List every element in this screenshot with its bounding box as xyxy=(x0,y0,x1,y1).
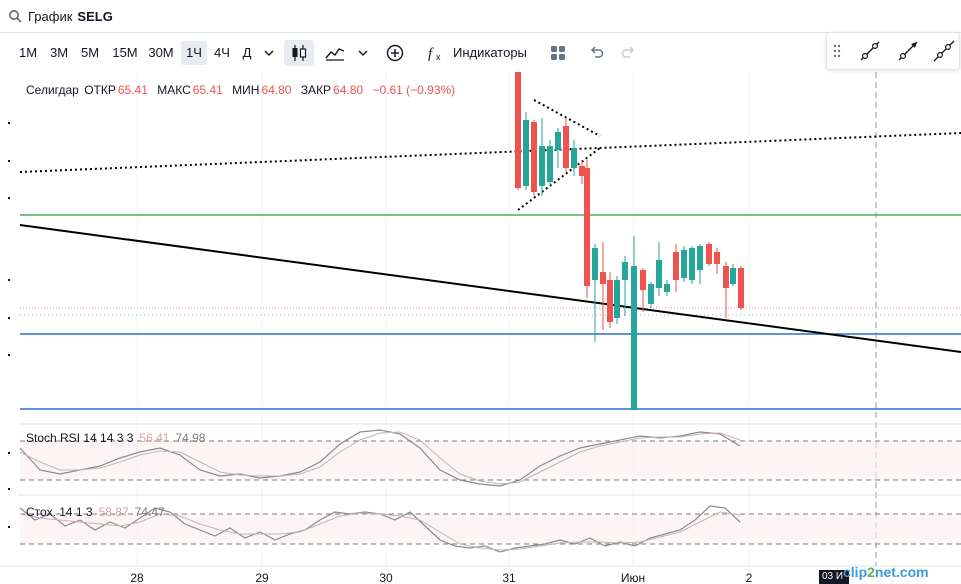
watermark: clip2net.com xyxy=(843,564,929,580)
close-label: ЗАКР xyxy=(300,83,332,97)
x-axis-label: 2 xyxy=(745,571,753,584)
x-axis-label: Июн xyxy=(620,571,646,584)
x-axis-label: 29 xyxy=(255,571,269,584)
candle-body xyxy=(571,148,577,168)
high-value: 65.41 xyxy=(192,83,223,97)
redo-icon[interactable] xyxy=(616,40,642,66)
candle-body xyxy=(622,262,628,280)
candle-body xyxy=(555,132,561,150)
chevron-down-icon[interactable] xyxy=(350,40,376,66)
candle-body xyxy=(664,284,670,292)
extended-line-icon[interactable] xyxy=(931,38,957,64)
timeframe-3m[interactable]: 3М xyxy=(49,45,69,60)
candle-body xyxy=(531,122,537,192)
ohlc-legend: Селигдар ОТКР 65.41 МАКС 65.41 МИН 64.80 ЗА… xyxy=(26,83,461,97)
x-axis-label: 28 xyxy=(130,571,144,584)
candle-body xyxy=(673,252,679,280)
chevron-down-icon[interactable] xyxy=(256,40,282,66)
change-value: −0.61 (−0.93%) xyxy=(372,83,456,97)
stoch-legend[interactable]: Стох. 14 1 3 58.87 74.47 xyxy=(26,505,165,519)
ray-icon[interactable] xyxy=(895,38,921,64)
x-axis-label: 30 xyxy=(379,571,393,584)
grip-icon[interactable] xyxy=(827,38,847,64)
layout-grid-icon[interactable] xyxy=(545,40,571,66)
low-value: 64.80 xyxy=(261,83,292,97)
open-value: 65.41 xyxy=(117,83,148,97)
candle-body xyxy=(579,166,585,176)
trend-line-descending xyxy=(19,224,961,353)
candle-body xyxy=(515,72,521,188)
candle-body xyxy=(547,146,553,182)
trend-line-dotted xyxy=(19,132,961,173)
candle-body xyxy=(607,280,613,322)
drawing-tools-panel xyxy=(826,32,960,70)
candles-icon[interactable] xyxy=(284,40,314,66)
title-bar: График SELG xyxy=(0,0,961,33)
stoch-rsi-name: Stoch RSI 14 14 3 3 xyxy=(26,431,134,445)
candle-body xyxy=(523,120,529,186)
candle-body xyxy=(640,270,646,290)
trend-line-icon[interactable] xyxy=(857,38,883,64)
candle-body xyxy=(738,268,744,308)
candle-body xyxy=(614,280,620,318)
timeframe-30m[interactable]: 30М xyxy=(148,45,174,60)
add-circle-icon[interactable] xyxy=(382,40,408,66)
candle-body xyxy=(631,266,637,410)
candle-body xyxy=(563,126,569,168)
crosshair-time-label: 03 И xyxy=(819,570,849,584)
timeframe-1m[interactable]: 1М xyxy=(18,45,38,60)
candle-body xyxy=(706,244,712,264)
timeframe-5m[interactable]: 5М xyxy=(80,45,100,60)
stoch-rsi-value-1: 56.41 xyxy=(139,431,170,445)
triangle-lower-edge xyxy=(517,147,601,211)
vertical-gridlines xyxy=(136,72,750,566)
stoch-value-2: 74.47 xyxy=(134,505,165,519)
candle-body xyxy=(714,252,720,264)
stoch-rsi-value-2: 74.98 xyxy=(175,431,206,445)
area-chart-icon[interactable] xyxy=(320,40,350,66)
candle-body xyxy=(648,284,654,304)
candle-body xyxy=(539,146,545,186)
close-value: 64.80 xyxy=(333,83,364,97)
candle-body xyxy=(730,268,736,284)
candle-body xyxy=(697,246,703,270)
symbol-name[interactable]: SELG xyxy=(77,8,113,24)
stoch-rsi-legend[interactable]: Stoch RSI 14 14 3 3 56.41 74.98 xyxy=(26,431,205,445)
candle-body xyxy=(600,272,606,284)
undo-icon[interactable] xyxy=(583,40,609,66)
candle-body xyxy=(723,266,729,288)
search-icon[interactable] xyxy=(8,9,22,23)
high-label: МАКС xyxy=(157,83,191,97)
candle-body xyxy=(681,250,687,278)
candle-body xyxy=(689,248,695,280)
timeframe-4h[interactable]: 4Ч xyxy=(214,45,230,60)
triangle-upper-edge xyxy=(533,99,601,137)
candlestick-series xyxy=(515,72,744,410)
timeframe-d[interactable]: Д xyxy=(242,45,252,60)
timeframe-15m[interactable]: 15М xyxy=(112,45,138,60)
svg-text:f: f xyxy=(428,46,434,62)
timeframe-1h[interactable]: 1Ч xyxy=(181,41,207,65)
x-axis-label: 31 xyxy=(502,571,516,584)
candle-body xyxy=(584,168,590,286)
svg-text:x: x xyxy=(436,52,441,62)
stoch-name: Стох. 14 1 3 xyxy=(26,505,93,519)
stoch-rsi-band xyxy=(20,441,961,480)
candle-body xyxy=(592,248,598,280)
stoch-value-1: 58.87 xyxy=(98,505,129,519)
open-label: ОТКР xyxy=(84,83,116,97)
candle-body xyxy=(656,260,662,288)
title-label: График xyxy=(28,8,73,24)
low-label: МИН xyxy=(232,83,260,97)
symbol-title[interactable]: Селигдар xyxy=(26,83,79,97)
left-axis-stubs xyxy=(8,122,10,528)
indicators-button[interactable]: Индикаторы xyxy=(453,45,527,60)
